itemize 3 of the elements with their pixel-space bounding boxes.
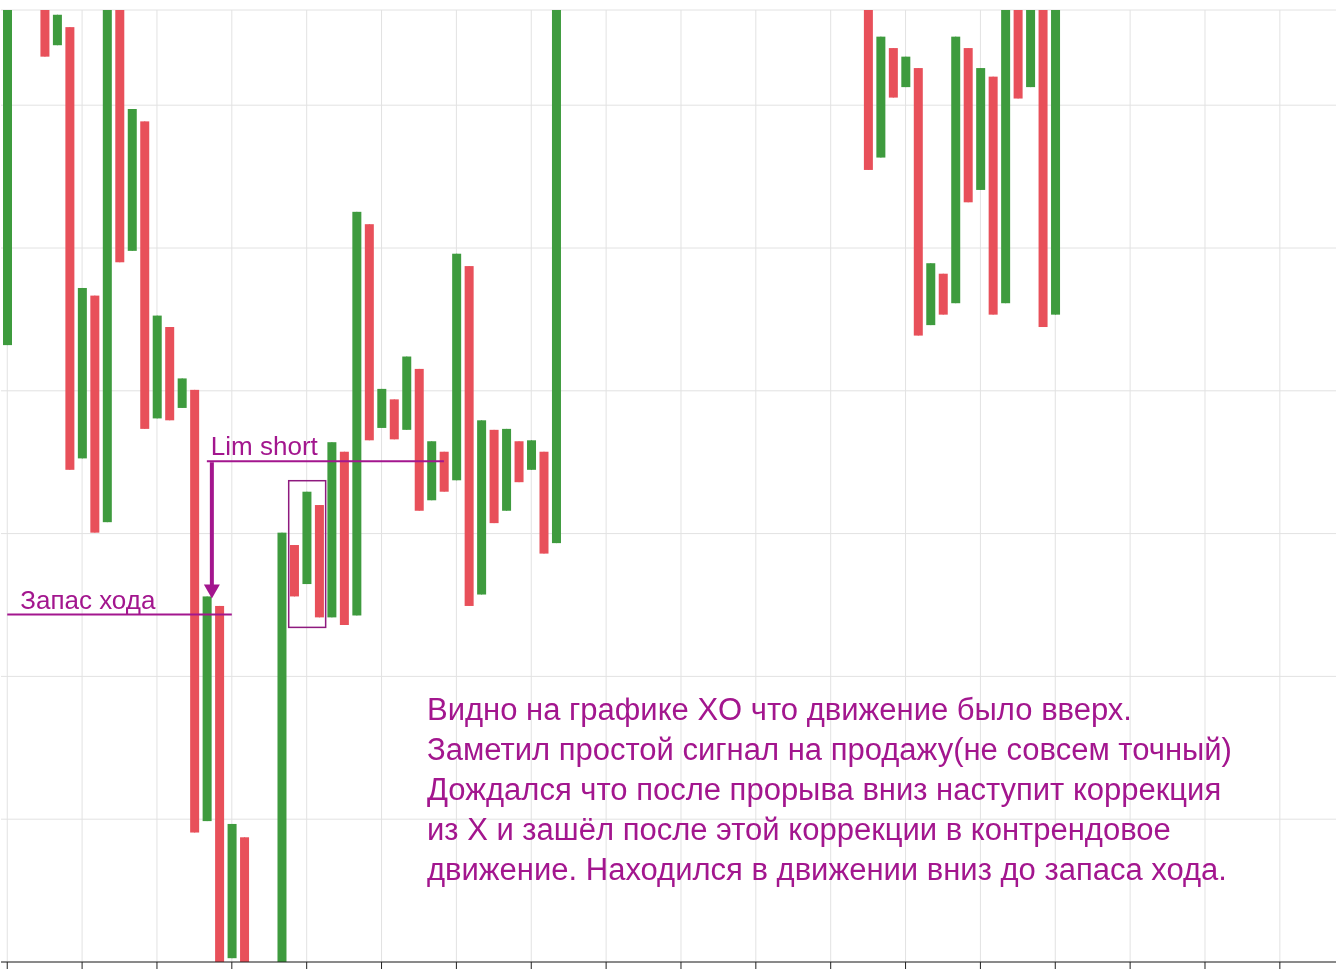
ref-line-label: Lim short	[210, 431, 319, 462]
annotation: Видно на графике XO что движение было вверх. Заметил простой сигнал на продажу(не совсем точный) Дождался что после прорыва вниз наступит коррекция из X и зашёл после этой коррекции в контрендовое движение. Находился в движении вниз до запаса хода.	[427, 691, 1232, 889]
ref-line-label: Запас хода	[20, 584, 156, 615]
